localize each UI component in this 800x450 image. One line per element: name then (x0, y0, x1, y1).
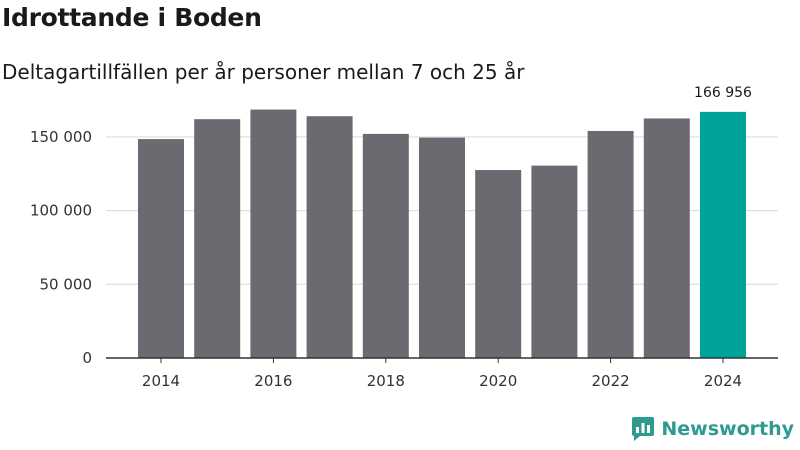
newsworthy-logo-icon (632, 417, 655, 441)
x-tick-label: 2020 (479, 372, 517, 390)
bar-2022 (587, 130, 634, 358)
bar-2018 (362, 133, 409, 358)
brand-name: Newsworthy (661, 418, 794, 440)
bar-2014 (138, 139, 184, 358)
bar-2017 (306, 116, 353, 359)
y-tick-label: 100 000 (30, 202, 92, 220)
x-tick-label: 2016 (254, 372, 292, 390)
x-tick-label: 2014 (142, 372, 180, 390)
bar-2024 (700, 111, 746, 358)
bar-2019 (419, 137, 465, 358)
chart-subtitle: Deltagartillfällen per år personer mella… (2, 60, 525, 84)
y-tick-label: 0 (82, 349, 92, 367)
bar-2023 (643, 118, 690, 358)
newsworthy-logo: Newsworthy (631, 416, 794, 442)
chart-title: Idrottande i Boden (2, 3, 262, 32)
x-tick-label: 2022 (592, 372, 630, 390)
y-tick-label: 50 000 (40, 275, 93, 293)
x-tick-label: 2024 (704, 372, 742, 390)
bar-2015 (194, 119, 241, 358)
bar-2016 (250, 109, 297, 358)
y-tick-label: 150 000 (30, 128, 92, 146)
x-tick-label: 2018 (367, 372, 405, 390)
bar-2020 (475, 170, 522, 358)
bar-2021 (531, 165, 578, 358)
data-label-2024: 166 956 (694, 85, 752, 101)
